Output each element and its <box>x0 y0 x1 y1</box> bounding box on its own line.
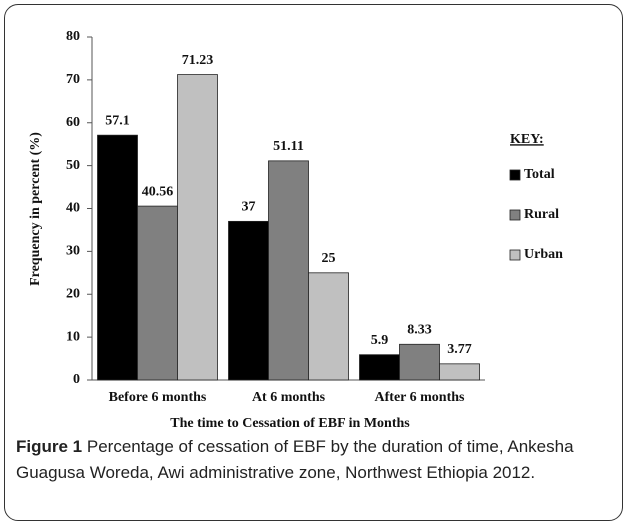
bar <box>97 134 138 381</box>
x-axis-label: The time to Cessation of EBF in Months <box>170 416 410 430</box>
x-tick-label: Before 6 months <box>109 390 207 405</box>
data-label: 37 <box>242 200 256 215</box>
data-label: 57.1 <box>105 113 130 128</box>
legend-swatch <box>509 249 521 261</box>
bar <box>228 220 269 381</box>
caption: Figure 1 Percentage of cessation of EBF … <box>16 434 616 486</box>
data-label: 25 <box>322 251 336 266</box>
bar <box>177 74 218 381</box>
legend-label: Urban <box>524 247 563 262</box>
chart: Frequency in percent (%) The time to Ces… <box>28 29 563 430</box>
legend-label: Rural <box>524 207 559 222</box>
y-tick-label: 60 <box>66 115 80 130</box>
bar <box>399 343 440 381</box>
legend-label: Total <box>524 167 555 182</box>
y-tick-label: 50 <box>66 158 80 173</box>
y-tick-label: 80 <box>66 29 80 44</box>
figure-frame <box>4 4 623 521</box>
data-label: 71.23 <box>182 53 214 68</box>
y-tick-label: 40 <box>66 201 80 216</box>
bar <box>137 205 178 381</box>
bar <box>439 363 480 381</box>
x-tick-label: After 6 months <box>375 390 466 405</box>
y-tick-label: 70 <box>66 72 80 87</box>
y-tick-label: 0 <box>73 372 80 387</box>
legend-swatch <box>509 209 521 221</box>
x-tick-label: At 6 months <box>252 390 326 405</box>
caption-label: Figure 1 <box>16 437 83 456</box>
legend-swatch <box>509 169 521 181</box>
data-label: 8.33 <box>407 323 432 338</box>
data-label: 51.11 <box>273 139 304 154</box>
y-tick-label: 10 <box>66 329 80 344</box>
bar <box>359 354 400 381</box>
legend-title: KEY: <box>510 132 544 147</box>
y-axis-label: Frequency in percent (%) <box>28 132 43 286</box>
bar <box>268 160 309 381</box>
data-label: 5.9 <box>371 333 389 348</box>
data-label: 40.56 <box>142 184 174 199</box>
y-tick-label: 30 <box>66 244 80 259</box>
bar <box>308 272 349 381</box>
y-tick-label: 20 <box>66 286 80 301</box>
caption-text: Percentage of cessation of EBF by the du… <box>16 437 574 482</box>
data-label: 3.77 <box>447 342 472 357</box>
